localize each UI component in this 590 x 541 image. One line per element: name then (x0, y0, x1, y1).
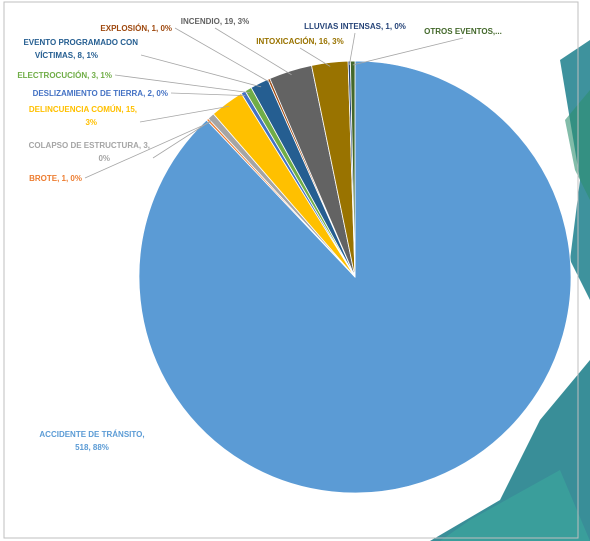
chart-frame (3, 1, 579, 539)
data-label: COLAPSO DE ESTRUCTURA, 3, 0% (29, 141, 150, 163)
data-label: EVENTO PROGRAMADO CON VÍCTIMAS, 8, 1% (23, 38, 138, 60)
leader-line (140, 54, 262, 88)
leader-line (139, 105, 230, 123)
leader-line (152, 118, 214, 159)
data-label: OTROS EVENTOS,... (424, 27, 502, 36)
decoration (430, 40, 590, 541)
leader-line (352, 37, 464, 66)
leader-line (114, 74, 251, 94)
data-label: BROTE, 1, 0% (29, 174, 82, 183)
data-label: INTOXICACIÓN, 16, 3% (256, 37, 343, 46)
leader-line (174, 27, 271, 83)
leader-line (348, 32, 356, 66)
leader-line (84, 121, 211, 179)
data-label: ACCIDENTE DE TRÁNSITO, 518, 88% (39, 430, 144, 452)
data-label: LLUVIAS INTENSAS, 1, 0% (304, 22, 406, 31)
data-label: DESLIZAMIENTO DE TIERRA, 2, 0% (33, 89, 168, 98)
data-label: INCENDIO, 19, 3% (181, 17, 249, 26)
leader-line (214, 27, 292, 76)
data-label: ELECTROCUCIÓN, 3, 1% (17, 71, 112, 80)
leader-line (299, 47, 331, 67)
leader-line (170, 92, 246, 97)
data-label: EXPLOSIÓN, 1, 0% (100, 24, 172, 33)
data-label: DELINCUENCIA COMÚN, 15, 3% (29, 105, 137, 127)
